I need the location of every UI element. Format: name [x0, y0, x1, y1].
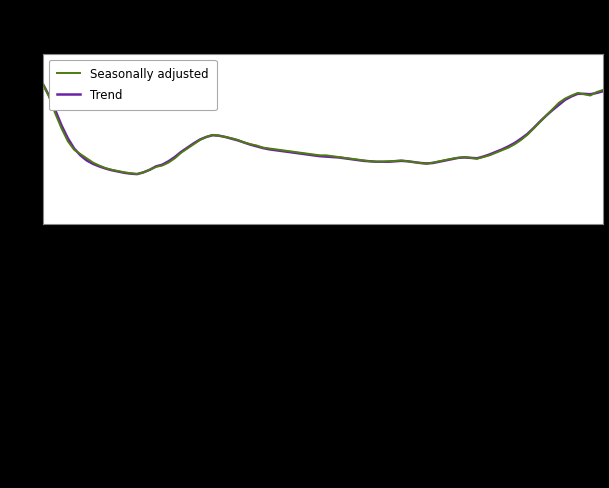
Trend: [599, 88, 607, 94]
Seasonally adjusted: [511, 141, 518, 147]
Seasonally adjusted: [133, 171, 141, 177]
Trend: [215, 133, 222, 139]
Trend: [114, 168, 122, 174]
Legend: Seasonally adjusted, Trend: Seasonally adjusted, Trend: [49, 60, 217, 110]
Trend: [524, 131, 531, 137]
Trend: [133, 171, 141, 177]
Seasonally adjusted: [580, 91, 588, 97]
Trend: [39, 81, 46, 86]
Line: Trend: Trend: [43, 83, 603, 174]
Seasonally adjusted: [524, 132, 531, 138]
Seasonally adjusted: [215, 133, 222, 139]
Seasonally adjusted: [599, 87, 607, 93]
Seasonally adjusted: [114, 168, 122, 174]
Line: Seasonally adjusted: Seasonally adjusted: [43, 83, 603, 174]
Trend: [580, 91, 588, 97]
Trend: [435, 159, 443, 164]
Seasonally adjusted: [39, 81, 46, 86]
Trend: [511, 140, 518, 146]
Seasonally adjusted: [435, 158, 443, 164]
